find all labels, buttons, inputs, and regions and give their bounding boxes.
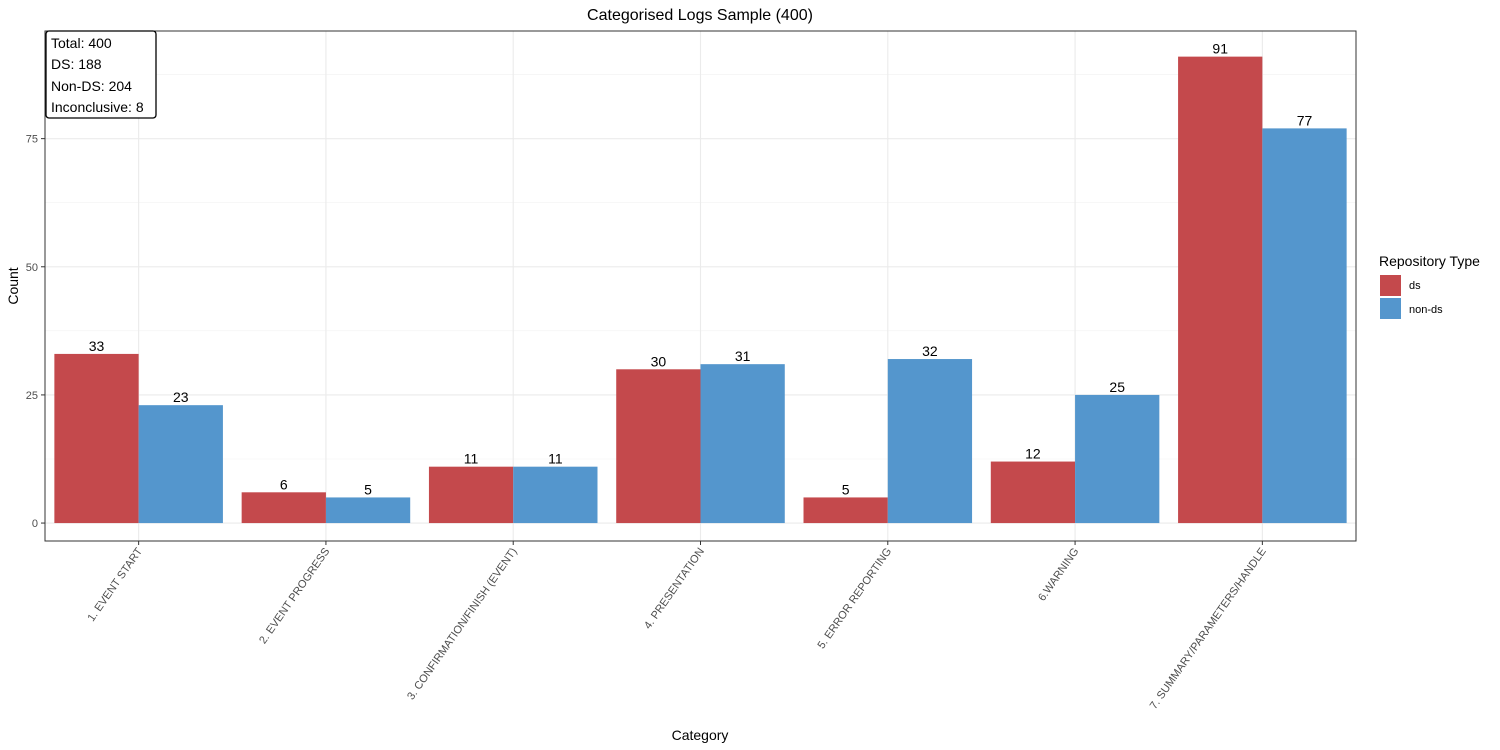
bar-ds [54,353,139,524]
bar-value-label: 91 [1212,41,1228,57]
stats-inconclusive: Inconclusive: 8 [51,99,144,115]
y-tick-label: 25 [26,390,38,402]
y-axis: 0 25 50 75 [26,134,45,530]
bar-value-label: 77 [1297,112,1313,128]
x-tick-label: 6.WARNING [1036,546,1081,604]
bar-value-label: 6 [280,476,288,492]
bar-non-ds [138,405,223,524]
bar-value-label: 11 [464,451,479,467]
bar-value-label: 11 [548,451,563,467]
x-axis-title: Category [672,727,729,743]
x-tick-label: 5. ERROR REPORTING [815,546,894,651]
x-axis: 1. EVENT START 2. EVENT PROGRESS 3. CONFIR… [85,541,1269,712]
bar-non-ds [1262,128,1347,524]
x-tick-label: 4. PRESENTATION [642,546,707,632]
bar-value-label: 32 [922,343,938,359]
y-tick-label: 0 [32,518,38,530]
legend: Repository Type ds non-ds [1379,253,1480,319]
bar-ds [241,492,326,524]
y-tick-label: 75 [26,134,38,146]
bar-ds [803,497,888,524]
bar-value-label: 33 [89,338,105,354]
x-tick-label: 3. CONFIRMATION/FINISH (EVENT) [405,546,520,702]
bar-ds [616,369,701,524]
y-tick-label: 50 [26,262,38,274]
bar-non-ds [700,364,785,524]
stats-ds: DS: 188 [51,56,102,72]
legend-label-ds: ds [1409,280,1421,292]
bars [54,56,1347,524]
legend-title: Repository Type [1379,253,1480,269]
legend-label-non-ds: non-ds [1409,304,1443,316]
y-axis-title: Count [5,267,21,304]
legend-swatch-non-ds [1380,298,1401,319]
bar-value-label: 5 [842,481,850,497]
stats-box [45,30,157,119]
bar-non-ds [887,359,973,524]
stats-non-ds: Non-DS: 204 [51,78,132,94]
bar-ds [428,466,514,524]
x-tick-label: 1. EVENT START [85,546,145,624]
bar-value-label: 23 [173,389,189,405]
stats-total: Total: 400 [51,35,112,51]
x-tick-label: 2. EVENT PROGRESS [257,546,332,646]
stats-annotation: Total: 400 DS: 188 Non-DS: 204 Inconclus… [45,30,157,119]
bar-ds [1178,56,1263,524]
bar-value-labels: 33 23 6 5 11 11 30 31 5 32 12 25 91 77 [89,41,1313,498]
bar-value-label: 25 [1109,379,1125,395]
x-tick-label: 7. SUMMARY/PARAMETERS/HANDLE [1148,546,1269,712]
bar-ds [990,461,1076,524]
bar-non-ds [513,466,598,524]
bar-value-label: 12 [1025,446,1041,462]
legend-swatch-ds [1380,275,1401,296]
bar-non-ds [325,497,411,524]
chart-title: Categorised Logs Sample (400) [587,7,813,24]
bar-value-label: 5 [364,481,372,497]
bar-value-label: 30 [651,353,667,369]
bar-value-label: 31 [735,348,751,364]
bar-non-ds [1075,394,1160,524]
